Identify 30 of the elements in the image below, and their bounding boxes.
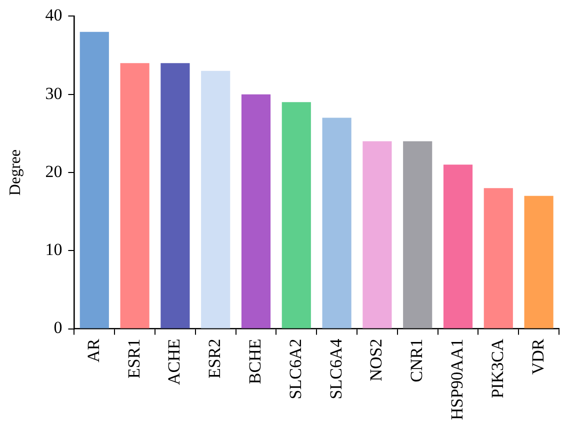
- bar: [322, 118, 352, 328]
- bar: [282, 102, 311, 328]
- x-tick-label: ESR2: [205, 338, 224, 378]
- y-tick-label: 40: [45, 6, 62, 25]
- bar: [484, 188, 513, 328]
- x-tick-label: SLC6A4: [326, 338, 346, 400]
- x-tick-label: ESR1: [124, 338, 144, 378]
- x-tick-label: BCHE: [245, 338, 264, 384]
- x-tick-label: PIK3CA: [488, 338, 507, 398]
- y-tick-label: 0: [54, 318, 62, 338]
- bar: [201, 70, 230, 328]
- x-tick-label: ACHE: [164, 338, 184, 386]
- bar: [80, 32, 109, 328]
- bar: [120, 63, 150, 328]
- bar: [160, 63, 190, 328]
- x-tick-label: NOS2: [366, 338, 386, 382]
- x-tick-label: SLC6A2: [286, 338, 305, 400]
- y-tick-label: 30: [45, 84, 62, 103]
- bar: [362, 141, 392, 328]
- y-axis-title: Degree: [6, 149, 24, 196]
- bar: [403, 141, 432, 328]
- x-tick-label: VDR: [528, 338, 548, 375]
- x-tick-label: AR: [84, 338, 103, 362]
- bar: [524, 196, 554, 328]
- x-tick-label: HSP90AA1: [447, 338, 466, 420]
- y-tick-label: 10: [45, 240, 62, 260]
- y-tick-label: 20: [45, 162, 62, 181]
- bar: [241, 94, 271, 328]
- x-tick-label: CNR1: [407, 338, 426, 382]
- bar: [443, 164, 473, 328]
